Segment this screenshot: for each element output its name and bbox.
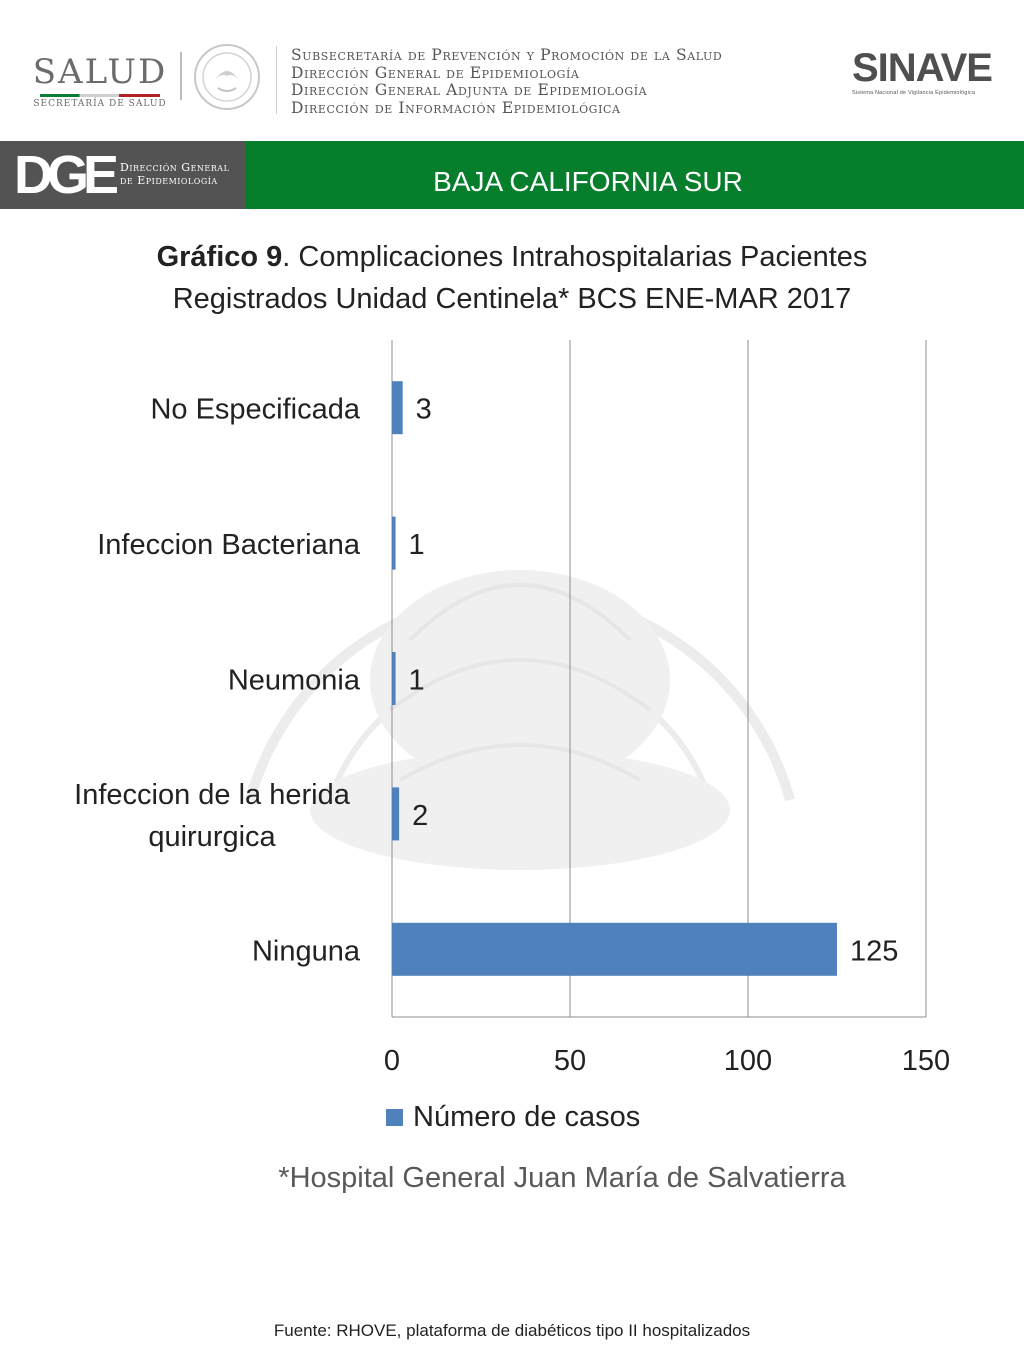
sinave-logo-sub: Sistema Nacional de Vigilancia Epidemiol… — [852, 90, 976, 96]
value-label-4: 125 — [850, 935, 898, 967]
category-label-0: No Especificada — [150, 394, 360, 426]
bar-0 — [392, 381, 403, 435]
header-line-3: Dirección General Adjunta de Epidemiolog… — [291, 81, 648, 99]
x-tick-label-2: 100 — [724, 1045, 772, 1077]
bar-3 — [392, 787, 400, 841]
chart-title: Gráfico 9. Complicaciones Intrahospitala… — [60, 236, 964, 320]
sinave-logo-word: SINAVE — [852, 46, 993, 90]
dge-logo-text: Dirección General de Epidemiología — [120, 161, 229, 187]
category-label-4: Ninguna — [252, 935, 361, 967]
seal-watermark-icon — [245, 570, 795, 870]
chart-title-prefix: Gráfico 9 — [156, 241, 283, 273]
salud-logo-rule — [40, 94, 160, 97]
chart-title-line-2: Registrados Unidad Centinela* BCS ENE-MA… — [172, 283, 852, 315]
chart-legend: Número de casos — [386, 1100, 640, 1134]
header-divider-2 — [276, 46, 277, 114]
category-label-2-line-0: Neumonia — [228, 665, 361, 697]
bar-4 — [392, 922, 837, 976]
chart-title-line-1: Gráfico 9. Complicaciones Intrahospitala… — [60, 236, 964, 278]
value-label-1: 1 — [409, 529, 425, 561]
legend-swatch — [386, 1108, 403, 1126]
chart-footnote: *Hospital General Juan María de Salvatie… — [278, 1162, 846, 1194]
header-line-2: Dirección General de Epidemiología — [291, 63, 580, 82]
x-tick-label-3: 150 — [902, 1045, 950, 1077]
header-line-4: Dirección de Información Epidemiológica — [291, 98, 621, 117]
category-label-3: Infeccion de la herida quirurgica — [74, 779, 351, 853]
sinave-logo: SINAVE Sistema Nacional de Vigilancia Ep… — [852, 46, 993, 100]
header-divider — [180, 52, 182, 100]
header-line-1: Subsecretaría de Prevención y Promoción … — [291, 46, 723, 64]
x-tick-label-0: 0 — [384, 1045, 400, 1077]
x-tick-label-1: 50 — [554, 1045, 586, 1077]
banner-title: BAJA CALIFORNIA SUR — [433, 166, 743, 197]
bar-1 — [392, 516, 396, 570]
mexico-seal-icon — [194, 44, 260, 110]
value-label-0: 3 — [416, 394, 432, 426]
category-label-0-line-0: No Especificada — [150, 394, 360, 426]
dge-logo-panel: DGE Dirección General de Epidemiología — [0, 141, 246, 209]
category-label-3-line-1: quirurgica — [148, 821, 276, 853]
salud-logo-sub: SECRETARÍA DE SALUD — [33, 99, 167, 109]
source-note: Fuente: RHOVE, plataforma de diabéticos … — [273, 1321, 751, 1340]
value-label-3: 2 — [412, 800, 428, 832]
dge-logo-line-2: de Epidemiología — [120, 174, 218, 187]
legend-label: Número de casos — [413, 1100, 641, 1133]
chart-title-text: . Complicaciones Intrahospitalarias Paci… — [282, 241, 868, 273]
bar-2 — [392, 652, 396, 705]
category-label-1: Infeccion Bacteriana — [97, 529, 361, 561]
category-label-1-line-0: Infeccion Bacteriana — [97, 529, 361, 561]
bar-chart: 0 50 100 150 3 No Especificada 1 Infeccion Bact… — [74, 340, 950, 1077]
category-label-4-line-0: Ninguna — [252, 935, 361, 967]
header-agency-lines: Subsecretaría de Prevención y Promoción … — [291, 46, 811, 117]
value-label-2: 1 — [409, 665, 425, 697]
category-label-3-line-0: Infeccion de la herida — [74, 779, 351, 811]
banner-green-panel: BAJA CALIFORNIA SUR — [246, 141, 1024, 209]
salud-logo: SALUD SECRETARÍA DE SALUD — [30, 52, 170, 109]
dge-logo-line-1: Dirección General — [120, 161, 230, 174]
dge-logo-mark: DGE — [14, 145, 119, 205]
salud-logo-word: SALUD — [32, 52, 168, 92]
region-banner: DGE Dirección General de Epidemiología B… — [0, 141, 1024, 209]
category-label-2: Neumonia — [228, 665, 361, 697]
